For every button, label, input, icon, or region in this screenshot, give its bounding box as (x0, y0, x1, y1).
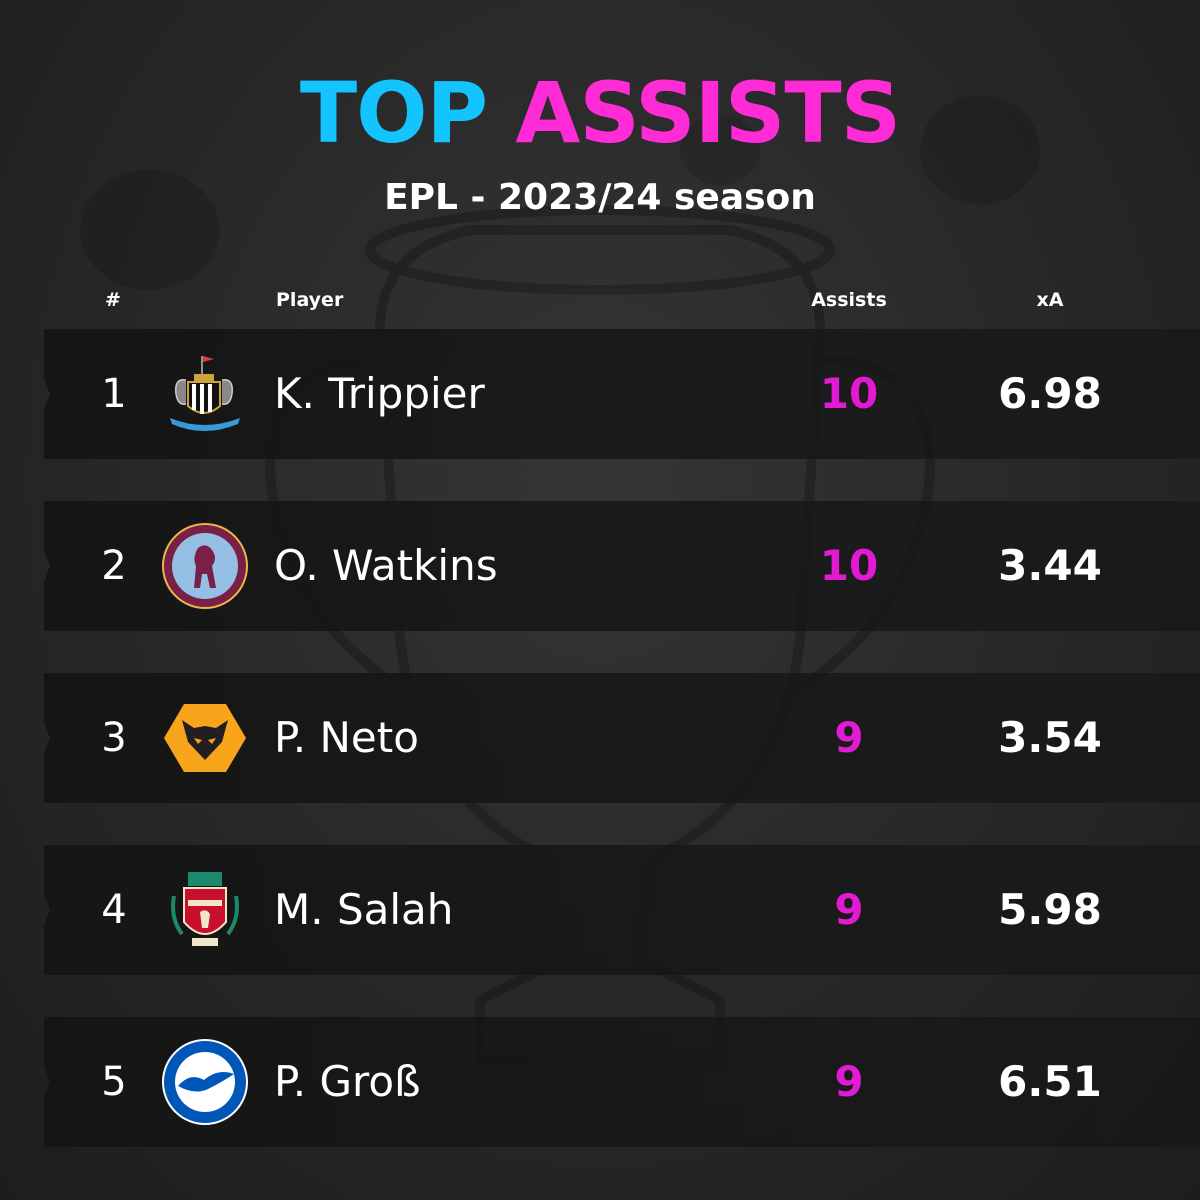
xa-value: 3.44 (998, 541, 1102, 590)
player-name: O. Watkins (274, 541, 498, 590)
table-row: 1 K. Trippier 10 6.98 (44, 329, 1200, 459)
table-row: 4 M. Salah 9 5.98 (44, 845, 1200, 975)
player-name: P. Groß (274, 1057, 421, 1106)
title-word-assists: ASSISTS (515, 64, 901, 162)
table-row: 2 O. Watkins 10 3.44 (44, 501, 1200, 631)
table-row: 5 P. Groß 9 6.51 (44, 1017, 1200, 1147)
row-rank: 3 (101, 715, 127, 761)
player-name: P. Neto (274, 713, 419, 762)
page-title: TOP ASSISTS (0, 58, 1200, 168)
player-name: M. Salah (274, 885, 454, 934)
table-row: 3 P. Neto 9 3.54 (44, 673, 1200, 803)
wolves-crest-icon (164, 704, 246, 772)
xa-value: 5.98 (998, 885, 1102, 934)
player-name: K. Trippier (274, 369, 485, 418)
row-rank: 1 (101, 371, 127, 417)
column-header-xa: xA (1036, 289, 1064, 311)
assists-value: 10 (819, 369, 879, 418)
xa-value: 6.51 (998, 1057, 1102, 1106)
row-rank: 5 (101, 1059, 127, 1105)
row-rank: 2 (101, 543, 127, 589)
page-subtitle: EPL - 2023/24 season (384, 177, 816, 218)
xa-value: 3.54 (998, 713, 1102, 762)
assists-value: 9 (834, 885, 864, 934)
column-header-assists: Assists (811, 289, 887, 311)
assists-value: 9 (834, 1057, 864, 1106)
title-word-top: TOP (299, 64, 488, 162)
row-rank: 4 (101, 887, 127, 933)
aston-villa-crest-icon (162, 523, 248, 609)
newcastle-crest-icon (170, 356, 240, 431)
xa-value: 6.98 (998, 369, 1102, 418)
brighton-crest-icon (162, 1039, 248, 1125)
assists-value: 9 (834, 713, 864, 762)
column-header-player: Player (276, 289, 344, 311)
liverpool-crest-icon (171, 872, 239, 946)
column-header-rank: # (105, 289, 121, 311)
assists-value: 10 (819, 541, 879, 590)
